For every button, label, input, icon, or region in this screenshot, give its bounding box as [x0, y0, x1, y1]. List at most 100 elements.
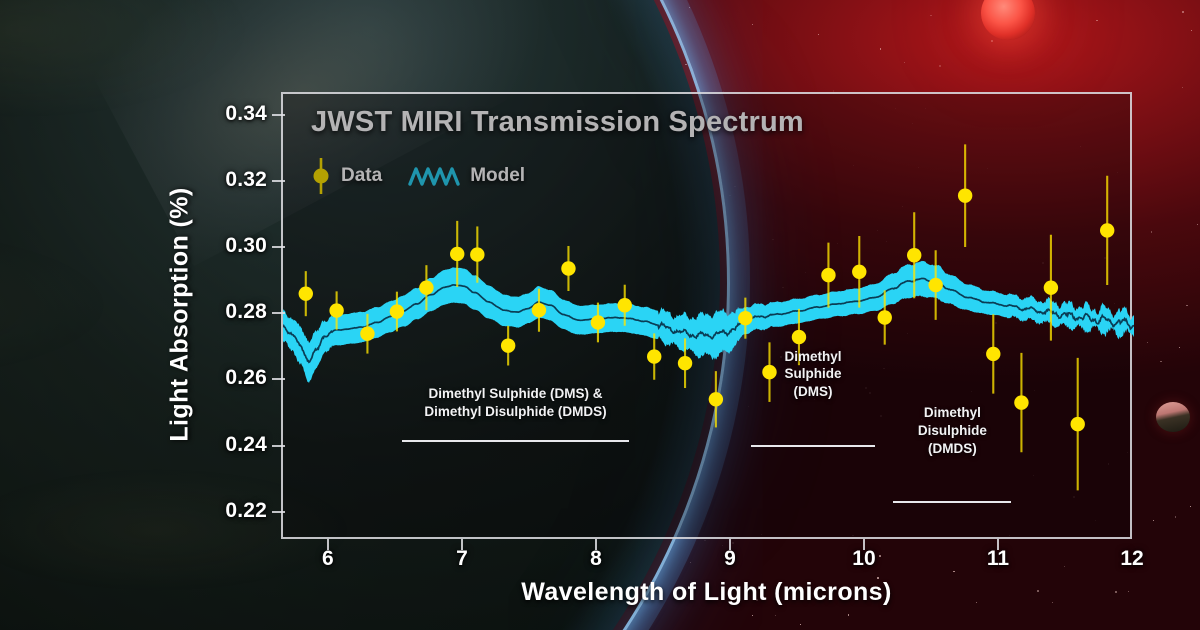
star-dot: [1096, 19, 1099, 22]
star-dot: [852, 164, 854, 166]
data-point: [647, 333, 662, 380]
star-dot: [1114, 302, 1116, 304]
star-dot: [818, 34, 820, 36]
x-tick-mark: [594, 539, 597, 550]
annotation-rule-dms-dmds: [401, 439, 630, 442]
annotation-line: Dimethyl Sulphide (DMS) &: [428, 386, 603, 402]
star-dot: [968, 417, 969, 418]
data-point: [877, 290, 892, 345]
star-dot: [924, 107, 927, 110]
data-point: [738, 297, 753, 339]
star-dot: [1033, 390, 1035, 392]
star-dot: [1146, 341, 1149, 344]
y-tick-label: 0.26: [225, 366, 267, 390]
star-dot: [704, 540, 706, 542]
data-points-group: [298, 144, 1115, 491]
data-point: [419, 265, 434, 311]
star-dot: [986, 168, 988, 170]
star-dot: [805, 272, 807, 274]
data-point: [791, 308, 807, 366]
star-dot: [1117, 172, 1119, 174]
model-median-line: [283, 277, 1134, 364]
star-dot: [876, 230, 878, 231]
data-marker: [647, 349, 662, 364]
y-tick-mark: [272, 378, 285, 381]
star-dot: [688, 7, 690, 9]
annotation-line: Dimethyl: [784, 348, 842, 364]
star-dot: [970, 390, 973, 393]
star-dot: [743, 132, 745, 134]
star-dot: [938, 424, 940, 426]
star-dot: [1033, 474, 1034, 476]
star-dot: [823, 389, 826, 392]
star-dot: [729, 194, 731, 197]
data-point: [1043, 234, 1059, 341]
data-point: [1100, 175, 1115, 286]
data-point: [957, 144, 973, 247]
y-tick-mark: [272, 179, 285, 182]
y-tick-label: 0.28: [225, 300, 267, 324]
star-dot: [920, 418, 923, 421]
data-marker: [762, 364, 777, 380]
data-marker: [986, 346, 1001, 362]
star-dot: [814, 398, 815, 400]
star-dot: [722, 90, 724, 92]
star-dot: [1037, 590, 1039, 592]
data-marker: [791, 329, 807, 345]
data-point: [389, 291, 405, 332]
data-point: [500, 325, 516, 366]
data-point: [1014, 352, 1029, 453]
annotation-rule-dmds: [893, 500, 1012, 503]
data-marker: [470, 247, 485, 262]
star-dot: [1182, 10, 1185, 13]
star-dot: [1094, 519, 1096, 521]
star-dot: [894, 107, 897, 110]
star-dot: [991, 40, 994, 43]
annotation-dms-dmds: Dimethyl Sulphide (DMS) & Dimethyl Disulp…: [386, 385, 646, 421]
model-confidence-band: [283, 260, 1134, 383]
star-dot: [1139, 558, 1141, 560]
data-marker: [928, 277, 943, 293]
star-dot: [1189, 505, 1191, 507]
data-point: [590, 302, 606, 343]
star-dot: [782, 286, 784, 289]
data-point: [852, 236, 867, 308]
y-tick-label: 0.34: [225, 101, 267, 125]
data-marker: [1043, 280, 1059, 295]
plot-area: [281, 92, 1134, 539]
planet-atmospheric-limb: [0, 0, 730, 630]
star-dot: [880, 48, 882, 50]
y-tick-mark: [272, 444, 285, 447]
data-point: [561, 245, 576, 292]
data-marker: [419, 280, 434, 295]
spectrum-plot-svg: [283, 144, 1134, 491]
y-tick-mark: [272, 245, 285, 248]
star-dot: [734, 185, 736, 188]
y-tick-mark: [272, 312, 285, 315]
model-wave-icon: [408, 167, 460, 186]
data-marker: [677, 355, 693, 371]
star-dot: [1197, 223, 1199, 225]
x-tick-mark: [326, 539, 329, 550]
star-dot: [930, 14, 932, 17]
x-tick-mark: [996, 539, 999, 550]
data-point: [450, 220, 465, 288]
data-point: [677, 338, 693, 389]
data-point: [531, 288, 547, 332]
data-marker: [738, 310, 753, 326]
star-dot: [689, 561, 691, 563]
model-center-line: [283, 277, 1134, 364]
annotation-dmds: Dimethyl Disulphide (DMDS): [822, 404, 1082, 457]
star-dot: [772, 238, 774, 241]
data-marker: [389, 304, 405, 319]
x-tick-label: 10: [852, 547, 876, 570]
star-dot: [848, 614, 850, 616]
data-marker: [1070, 416, 1085, 432]
star-dot: [752, 24, 753, 25]
data-marker: [907, 248, 922, 263]
star-dot: [721, 544, 723, 546]
data-marker: [590, 315, 606, 330]
data-marker: [561, 261, 576, 276]
x-tick-mark: [728, 539, 731, 550]
star-dot: [876, 576, 879, 579]
